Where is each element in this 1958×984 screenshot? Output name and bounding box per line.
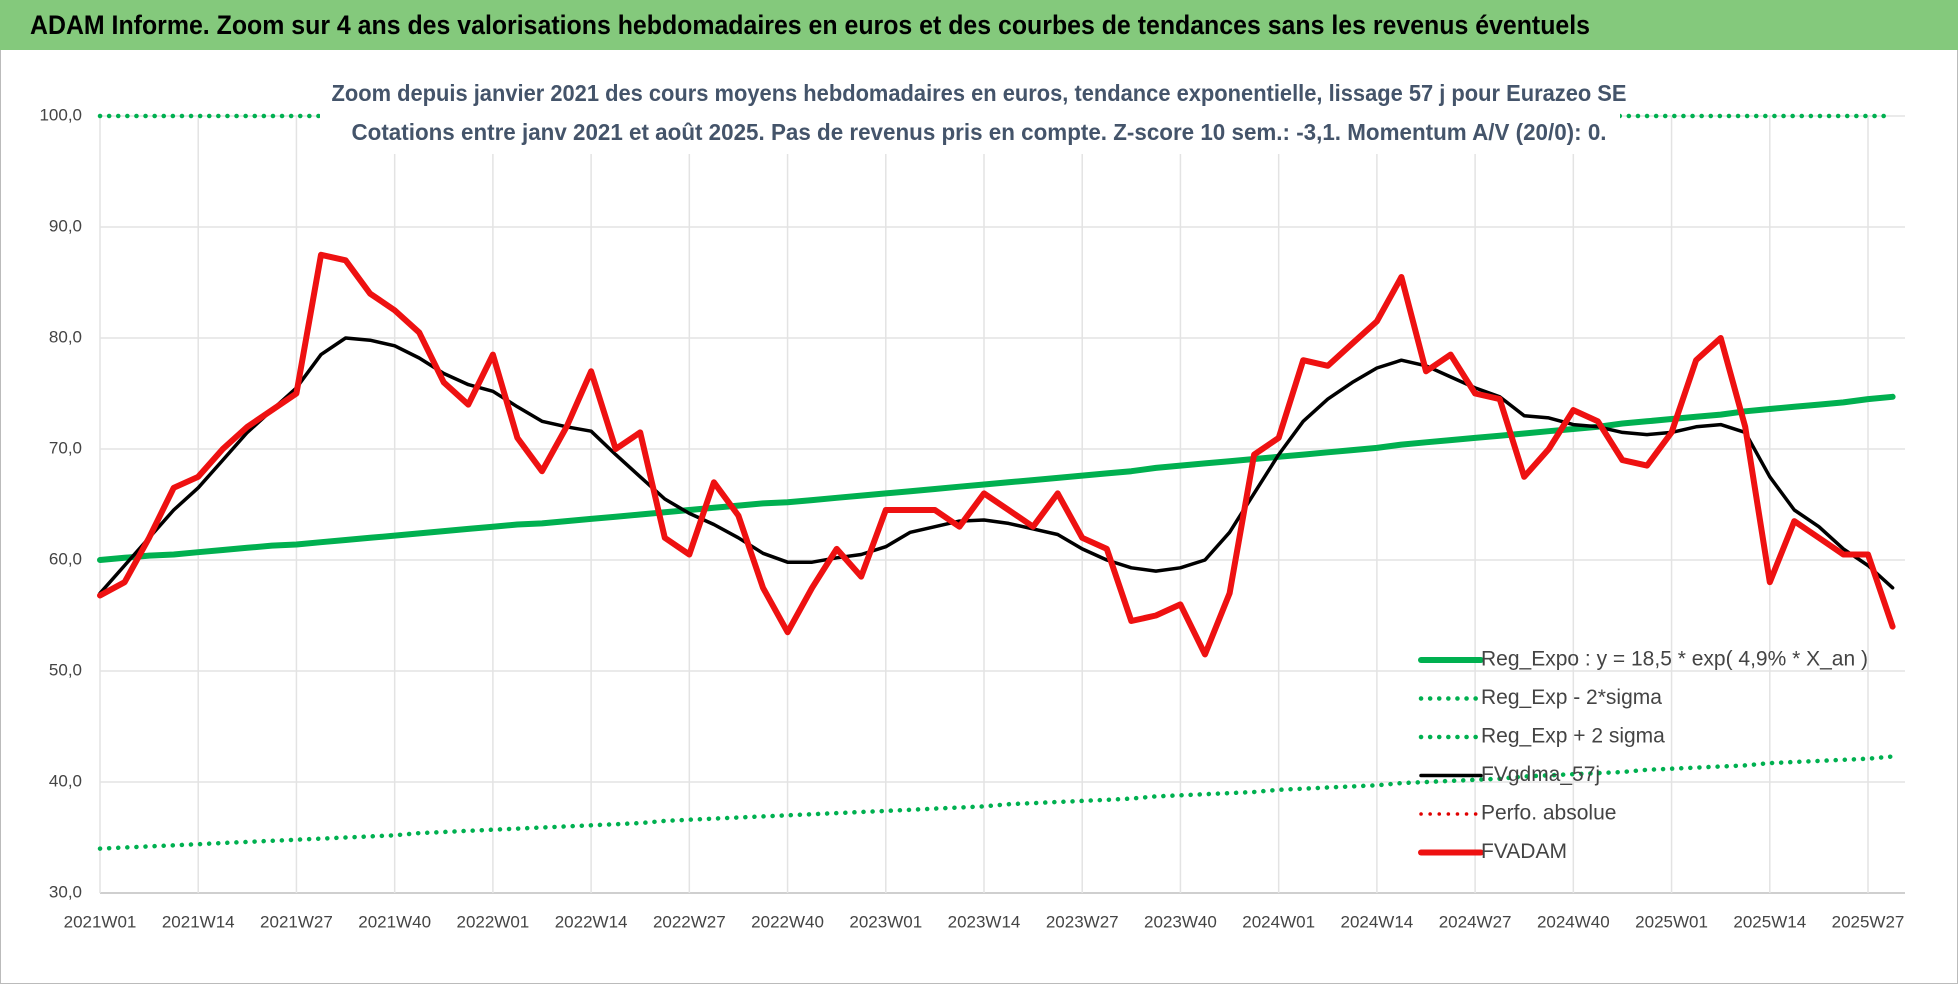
y-tick-label: 80,0 <box>49 327 82 346</box>
x-tick-label: 2021W27 <box>260 912 333 931</box>
x-tick-label: 2022W01 <box>456 912 529 931</box>
series-line <box>98 336 1895 596</box>
x-tick-label: 2022W14 <box>555 912 628 931</box>
legend-label: FVADAM <box>1481 840 1567 863</box>
legend-label: Perfo. absolue <box>1481 802 1616 825</box>
legend-label: Reg_Exp + 2 sigma <box>1481 725 1665 748</box>
x-tick-label: 2021W01 <box>64 912 137 931</box>
x-tick-label: 2024W27 <box>1439 912 1512 931</box>
series-line <box>97 754 1895 851</box>
x-tick-label: 2022W40 <box>751 912 824 931</box>
x-tick-label: 2023W40 <box>1144 912 1217 931</box>
title-backdrop <box>320 76 1620 154</box>
y-tick-label: 90,0 <box>49 216 82 235</box>
header-title: ADAM Informe. Zoom sur 4 ans des valoris… <box>30 10 1590 40</box>
x-tick-label: 2025W01 <box>1635 912 1708 931</box>
legend: Reg_Expo : y = 18,5 * exp( 4,9% * X_an )… <box>1418 648 1868 863</box>
x-tick-label: 2022W27 <box>653 912 726 931</box>
y-tick-label: 40,0 <box>49 771 82 790</box>
x-tick-label: 2023W14 <box>948 912 1021 931</box>
legend-label: Reg_Expo : y = 18,5 * exp( 4,9% * X_an ) <box>1481 648 1868 671</box>
legend-label: Reg_Exp - 2*sigma <box>1481 686 1662 709</box>
plot-area: 30,0 40,0 50,0 60,0 70,0 80,0 90,0 100,0 2021W01… <box>39 105 1905 931</box>
chart-subtitle: Cotations entre janv 2021 et août 2025. … <box>352 119 1607 145</box>
y-tick-label: 30,0 <box>49 882 82 901</box>
legend-label: FVgdma_57j <box>1481 763 1600 786</box>
x-tick-label: 2024W40 <box>1537 912 1610 931</box>
series-line <box>97 251 1896 658</box>
y-tick-label: 60,0 <box>49 549 82 568</box>
y-tick-label: 100,0 <box>39 105 82 124</box>
x-tick-label: 2024W14 <box>1340 912 1413 931</box>
x-tick-label: 2023W01 <box>849 912 922 931</box>
header-bar <box>0 0 1958 50</box>
x-tick-label: 2025W27 <box>1832 912 1905 931</box>
x-tick-label: 2021W14 <box>162 912 235 931</box>
chart-title: Zoom depuis janvier 2021 des cours moyen… <box>332 80 1627 106</box>
x-tick-label: 2024W01 <box>1242 912 1315 931</box>
y-tick-label: 50,0 <box>49 660 82 679</box>
x-tick-label: 2025W14 <box>1733 912 1806 931</box>
x-tick-label: 2023W27 <box>1046 912 1119 931</box>
x-tick-label: 2021W40 <box>358 912 431 931</box>
y-tick-label: 70,0 <box>49 438 82 457</box>
